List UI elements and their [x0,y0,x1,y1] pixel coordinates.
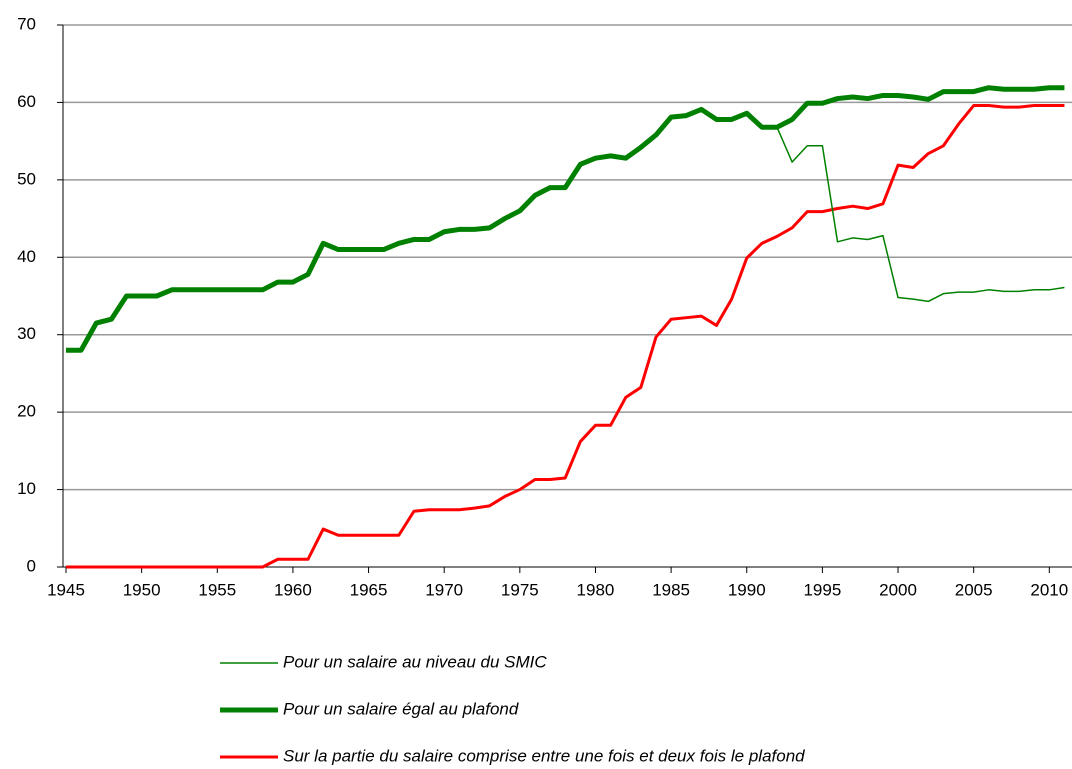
x-tick-label: 1975 [501,580,539,599]
x-tick-label: 2010 [1030,580,1068,599]
y-tick-label: 50 [17,169,36,188]
y-tick-label: 0 [27,556,36,575]
x-tick-label: 1970 [425,580,463,599]
x-tick-label: 1980 [577,580,615,599]
x-tick-label: 1955 [198,580,236,599]
y-tick-label: 20 [17,402,36,421]
x-tick-label: 1965 [350,580,388,599]
x-tick-label: 1985 [652,580,690,599]
y-tick-label: 60 [17,92,36,111]
x-tick-label: 1990 [728,580,766,599]
legend-label: Sur la partie du salaire comprise entre … [283,746,805,765]
series-line [66,104,1065,569]
x-tick-label: 1960 [274,580,312,599]
legend-label: Pour un salaire au niveau du SMIC [283,652,547,671]
y-tick-label: 40 [17,247,36,266]
x-tick-label: 1950 [123,580,161,599]
series-line [66,108,1065,351]
series-line [66,85,1065,353]
y-tick-label: 70 [17,14,36,33]
legend-label: Pour un salaire égal au plafond [283,699,519,718]
y-tick-label: 10 [17,479,36,498]
y-tick-label: 30 [17,324,36,343]
x-tick-label: 2005 [955,580,993,599]
x-tick-label: 2000 [879,580,917,599]
x-tick-label: 1995 [803,580,841,599]
x-tick-label: 1945 [47,580,85,599]
